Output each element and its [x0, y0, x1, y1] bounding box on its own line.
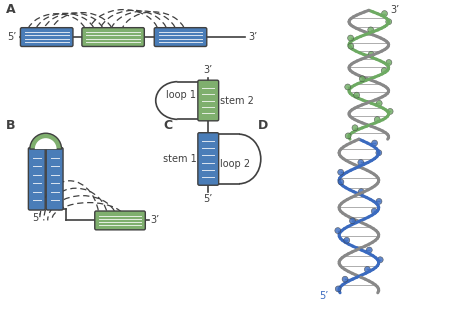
Circle shape: [345, 84, 351, 90]
FancyBboxPatch shape: [82, 28, 144, 46]
Circle shape: [359, 76, 365, 82]
Circle shape: [386, 60, 392, 66]
Circle shape: [387, 108, 393, 114]
Circle shape: [376, 150, 382, 156]
Text: A: A: [6, 3, 16, 16]
Circle shape: [366, 247, 372, 253]
Text: stem 1: stem 1: [163, 154, 196, 164]
Circle shape: [372, 140, 378, 146]
FancyBboxPatch shape: [46, 148, 63, 210]
FancyBboxPatch shape: [20, 28, 73, 46]
Circle shape: [368, 27, 374, 33]
Circle shape: [342, 276, 348, 282]
Wedge shape: [30, 133, 62, 149]
Circle shape: [335, 228, 341, 234]
Circle shape: [344, 237, 350, 243]
Text: 5’: 5’: [32, 214, 41, 224]
Text: loop 1: loop 1: [166, 89, 196, 100]
Circle shape: [377, 257, 383, 263]
Text: stem 2: stem 2: [220, 95, 254, 106]
FancyBboxPatch shape: [198, 80, 219, 121]
Circle shape: [376, 100, 382, 106]
Circle shape: [381, 68, 387, 73]
Circle shape: [371, 208, 377, 214]
Text: 3’: 3’: [204, 65, 213, 75]
Text: 5’: 5’: [203, 194, 213, 204]
Text: 3’: 3’: [248, 32, 257, 42]
Text: 3’: 3’: [391, 5, 400, 15]
Circle shape: [335, 286, 341, 292]
Circle shape: [365, 267, 370, 273]
Circle shape: [358, 160, 364, 165]
Circle shape: [374, 116, 380, 122]
FancyBboxPatch shape: [28, 148, 45, 210]
Circle shape: [349, 218, 356, 224]
Circle shape: [338, 179, 344, 185]
Text: B: B: [6, 119, 16, 132]
Circle shape: [337, 169, 344, 175]
FancyBboxPatch shape: [198, 133, 219, 185]
Circle shape: [354, 92, 360, 98]
Circle shape: [376, 198, 382, 204]
Circle shape: [345, 133, 351, 139]
FancyBboxPatch shape: [154, 28, 207, 46]
FancyBboxPatch shape: [95, 211, 146, 230]
Text: C: C: [164, 119, 173, 132]
Text: 3’: 3’: [151, 215, 160, 225]
Circle shape: [358, 189, 364, 195]
Circle shape: [386, 19, 392, 25]
Circle shape: [347, 35, 354, 41]
Text: 5’: 5’: [7, 32, 17, 42]
Wedge shape: [35, 138, 56, 149]
Text: loop 2: loop 2: [220, 159, 250, 169]
Circle shape: [368, 51, 374, 57]
Circle shape: [352, 125, 358, 131]
Text: D: D: [258, 119, 268, 132]
Text: 5’: 5’: [319, 291, 328, 301]
Circle shape: [348, 43, 354, 49]
Circle shape: [382, 11, 387, 17]
